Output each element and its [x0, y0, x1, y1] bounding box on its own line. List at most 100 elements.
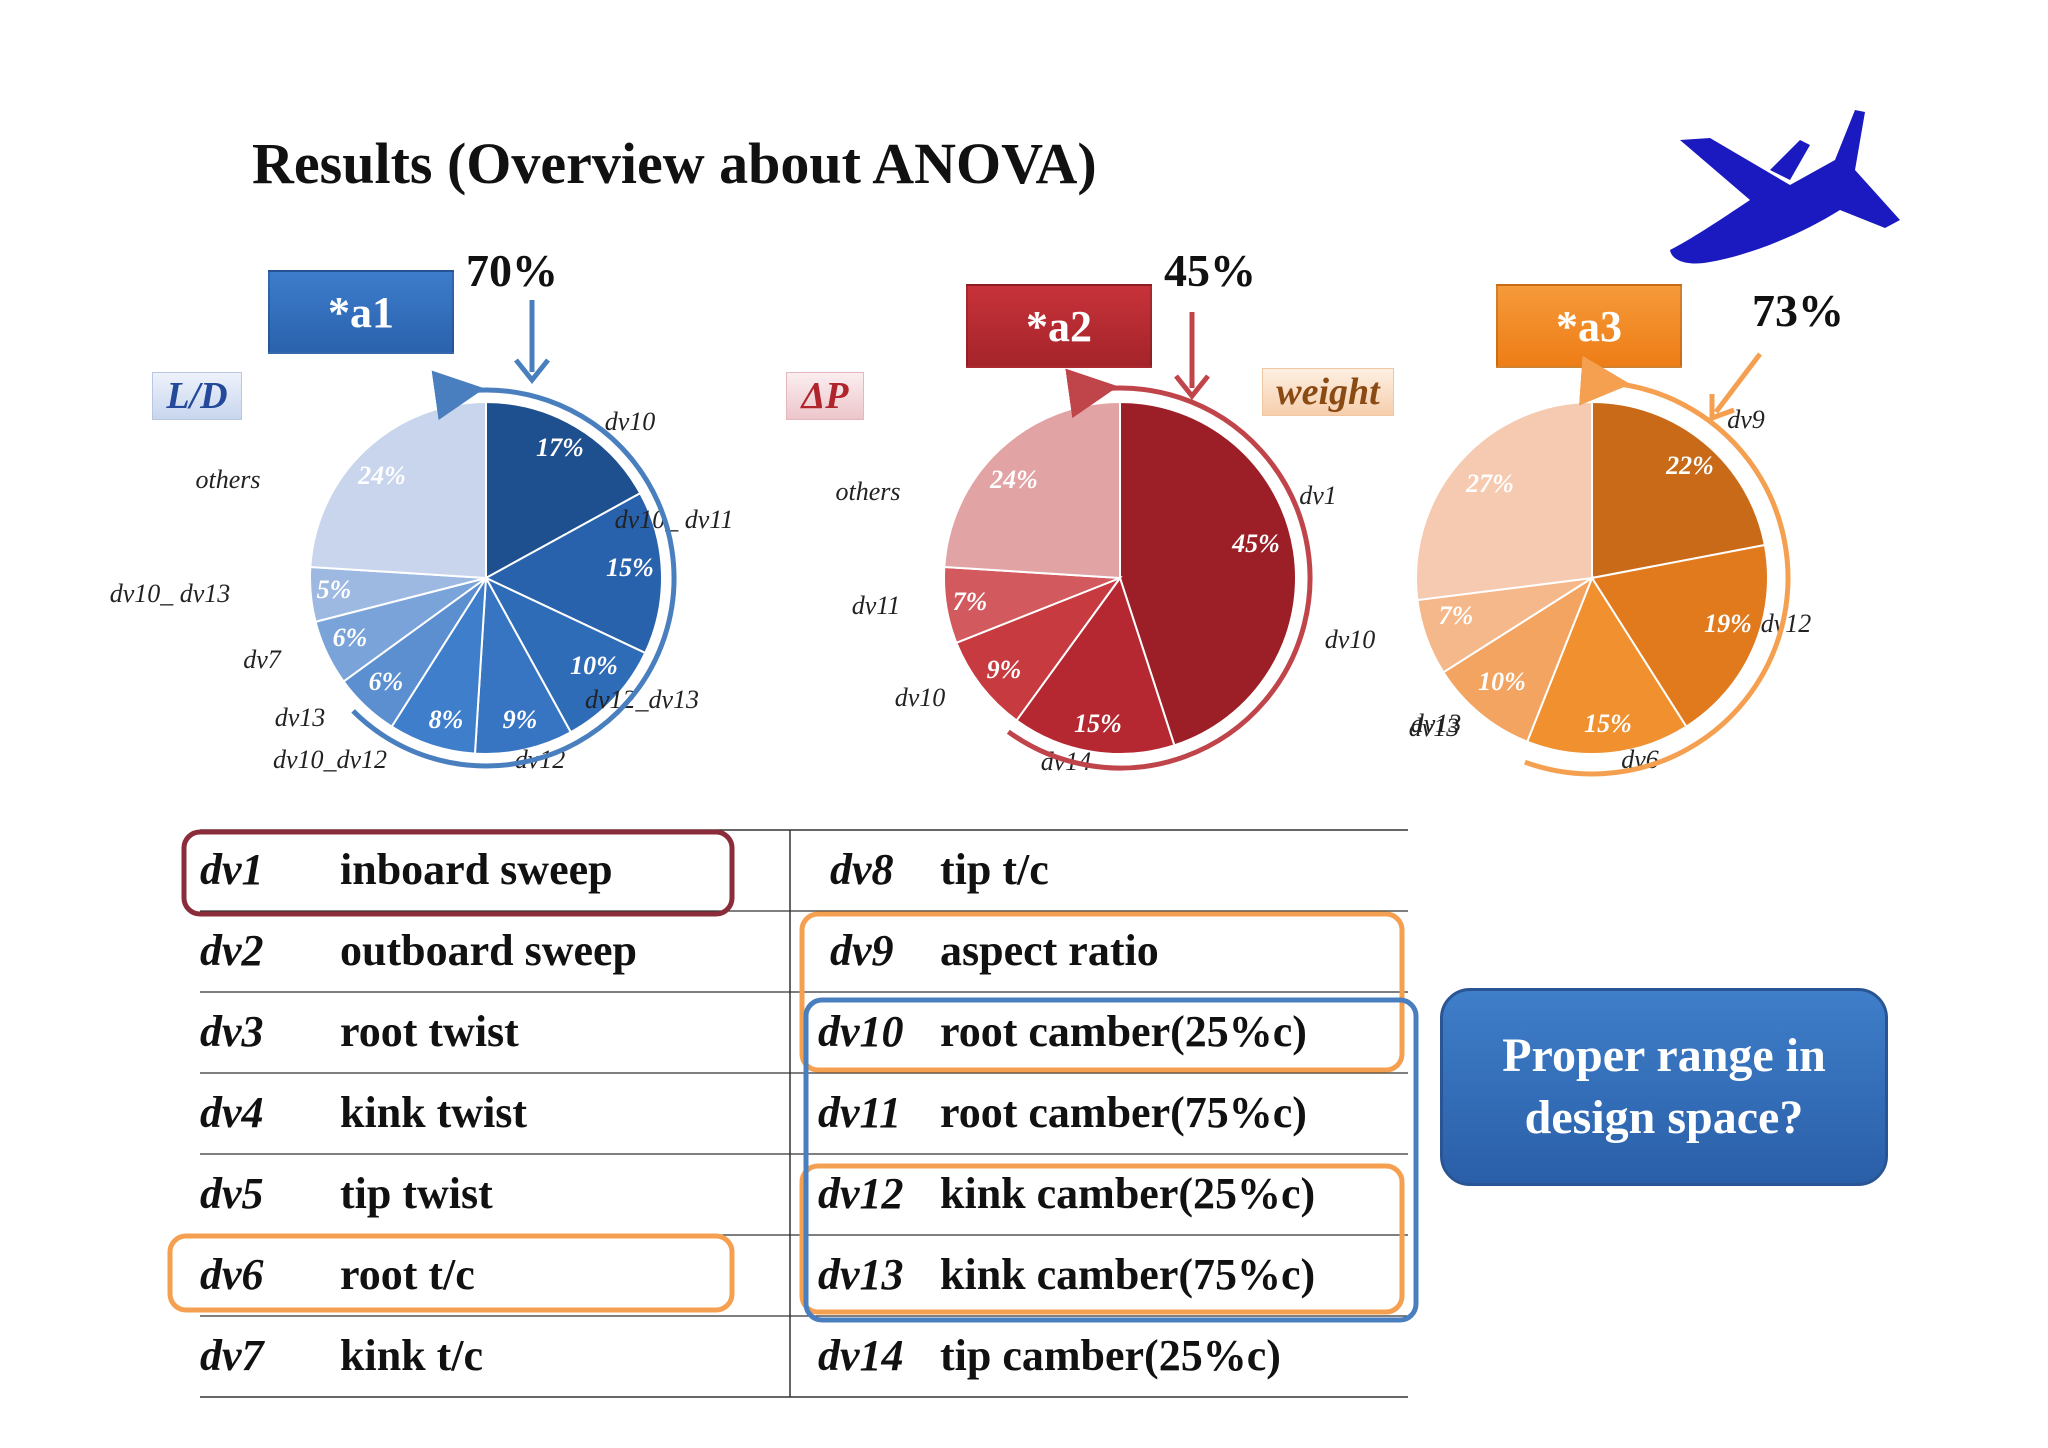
- slice-percent-label: 6%: [333, 623, 368, 652]
- airplane-icon: [1670, 110, 1900, 264]
- table-cell-desc: outboard sweep: [340, 926, 638, 975]
- pie-slice: [955, 575, 1123, 722]
- table-cell-id: dv7: [200, 1331, 264, 1380]
- table-cell-desc: kink camber(75%c): [940, 1250, 1316, 1299]
- table-cell-desc: root t/c: [340, 1250, 475, 1299]
- table-cell-id: dv11: [818, 1088, 902, 1137]
- pie-slice: [1119, 400, 1297, 747]
- slice-name-label: dv11: [852, 591, 901, 620]
- table-cell-id: dv3: [200, 1007, 264, 1056]
- slice-percent-label: 19%: [1704, 609, 1752, 638]
- slice-percent-label: 10%: [1478, 667, 1526, 696]
- pie-slice: [1442, 575, 1595, 743]
- table-cell-id: dv12: [818, 1169, 904, 1218]
- table-cell-id: dv9: [830, 926, 894, 975]
- table-cell-desc: root camber(75%c): [940, 1088, 1307, 1137]
- slice-percent-label: 5%: [317, 575, 352, 604]
- table-cell-id: dv6: [200, 1250, 264, 1299]
- objective-dp: ΔP: [786, 372, 864, 420]
- slice-name-label: dv10_dv12: [273, 745, 387, 774]
- slice-percent-label: 15%: [1584, 709, 1632, 738]
- highlight-dv9-dv10: [799, 911, 1405, 1073]
- pie-slice: [483, 575, 647, 734]
- slice-percent-label: 24%: [357, 461, 406, 490]
- slice-percent-label: 6%: [369, 667, 404, 696]
- pie-slice: [483, 491, 663, 655]
- slice-name-label: others: [196, 465, 261, 494]
- header-a1: *a1: [268, 270, 454, 354]
- highlight-dv1: [181, 829, 735, 917]
- slice-percent-label: 22%: [1665, 451, 1714, 480]
- table-cell-id: dv4: [200, 1088, 264, 1137]
- header-a2: *a2: [966, 284, 1152, 368]
- table-cell-id: dv14: [818, 1331, 904, 1380]
- table-cell-desc: tip camber(25%c): [940, 1331, 1281, 1380]
- slice-percent-label: 17%: [536, 433, 584, 462]
- arrow-a3: [1714, 352, 1762, 414]
- slice-name-label: dv7: [243, 645, 282, 674]
- table-cell-desc: tip twist: [340, 1169, 493, 1218]
- objective-weight: weight: [1262, 368, 1394, 416]
- pie-slice: [485, 400, 642, 580]
- table-cell-id: dv1: [200, 845, 264, 894]
- slice-percent-label: 9%: [987, 655, 1022, 684]
- slice-name-label: dv10: [1325, 625, 1376, 654]
- slice-name-label: dv12_dv13: [585, 685, 699, 714]
- slice-name-label: dv1: [1299, 481, 1337, 510]
- top-percent-a1: 70%: [466, 245, 558, 296]
- slice-percent-label: 9%: [503, 705, 538, 734]
- highlight-dv10-dv13: [803, 997, 1419, 1323]
- header-a3: *a3: [1496, 284, 1682, 368]
- slice-percent-label: 10%: [570, 651, 618, 680]
- slice-name-label: dv10_ dv13: [110, 579, 231, 608]
- table-cell-desc: inboard sweep: [340, 845, 613, 894]
- arrows-overlay: [351, 300, 1791, 777]
- table-cell-desc: kink camber(25%c): [940, 1169, 1316, 1218]
- slice-percent-label: 15%: [606, 553, 654, 582]
- slice-name-label: dv13: [1409, 713, 1460, 742]
- arrowhead-a2: [1174, 374, 1210, 401]
- arrowhead-a1: [514, 358, 550, 385]
- slice-name-label: dv10: [605, 407, 656, 436]
- table-cell-id: dv8: [830, 845, 894, 894]
- table-cell-id: dv10: [818, 1007, 904, 1056]
- table-cell-desc: kink twist: [340, 1088, 528, 1137]
- pie-slice: [1525, 575, 1688, 755]
- slice-percent-label: 15%: [1074, 709, 1122, 738]
- table-cell-id: dv2: [200, 926, 264, 975]
- objective-ld: L/D: [152, 372, 242, 420]
- circular-arrow-3: [1524, 355, 1791, 777]
- pie-slice: [473, 574, 573, 755]
- table-cell-desc: tip t/c: [940, 845, 1049, 894]
- arrowhead-a3: [1709, 394, 1735, 422]
- highlight-dv6: [167, 1233, 735, 1313]
- slice-percent-label: 24%: [989, 465, 1038, 494]
- circular-arrow-1: [351, 370, 677, 769]
- page-title: Results (Overview about ANOVA): [252, 131, 1097, 196]
- table-cell-desc: kink t/c: [340, 1331, 484, 1380]
- slice-percent-label: 27%: [1465, 469, 1514, 498]
- pie-slice: [1590, 543, 1769, 728]
- top-percent-a2: 45%: [1164, 245, 1256, 296]
- pie-slice: [390, 577, 487, 755]
- pie-slice: [1415, 400, 1593, 602]
- table-cell-desc: root camber(25%c): [940, 1007, 1307, 1056]
- slice-name-label: others: [836, 477, 901, 506]
- table-cell-id: dv13: [818, 1250, 904, 1299]
- slice-name-label: dv13: [1411, 709, 1462, 738]
- slice-percent-label: 8%: [429, 705, 464, 734]
- circular-arrow-2: [1006, 368, 1313, 771]
- table-cell-desc: aspect ratio: [940, 926, 1159, 975]
- slice-name-label: dv10: [895, 683, 946, 712]
- slice-percent-label: 7%: [953, 587, 988, 616]
- slice-name-label: dv13: [275, 703, 326, 732]
- table-cell-id: dv5: [200, 1169, 264, 1218]
- callout-box: Proper range in design space?: [1440, 988, 1888, 1186]
- slice-percent-label: 7%: [1439, 601, 1474, 630]
- slice-percent-label: 45%: [1231, 529, 1280, 558]
